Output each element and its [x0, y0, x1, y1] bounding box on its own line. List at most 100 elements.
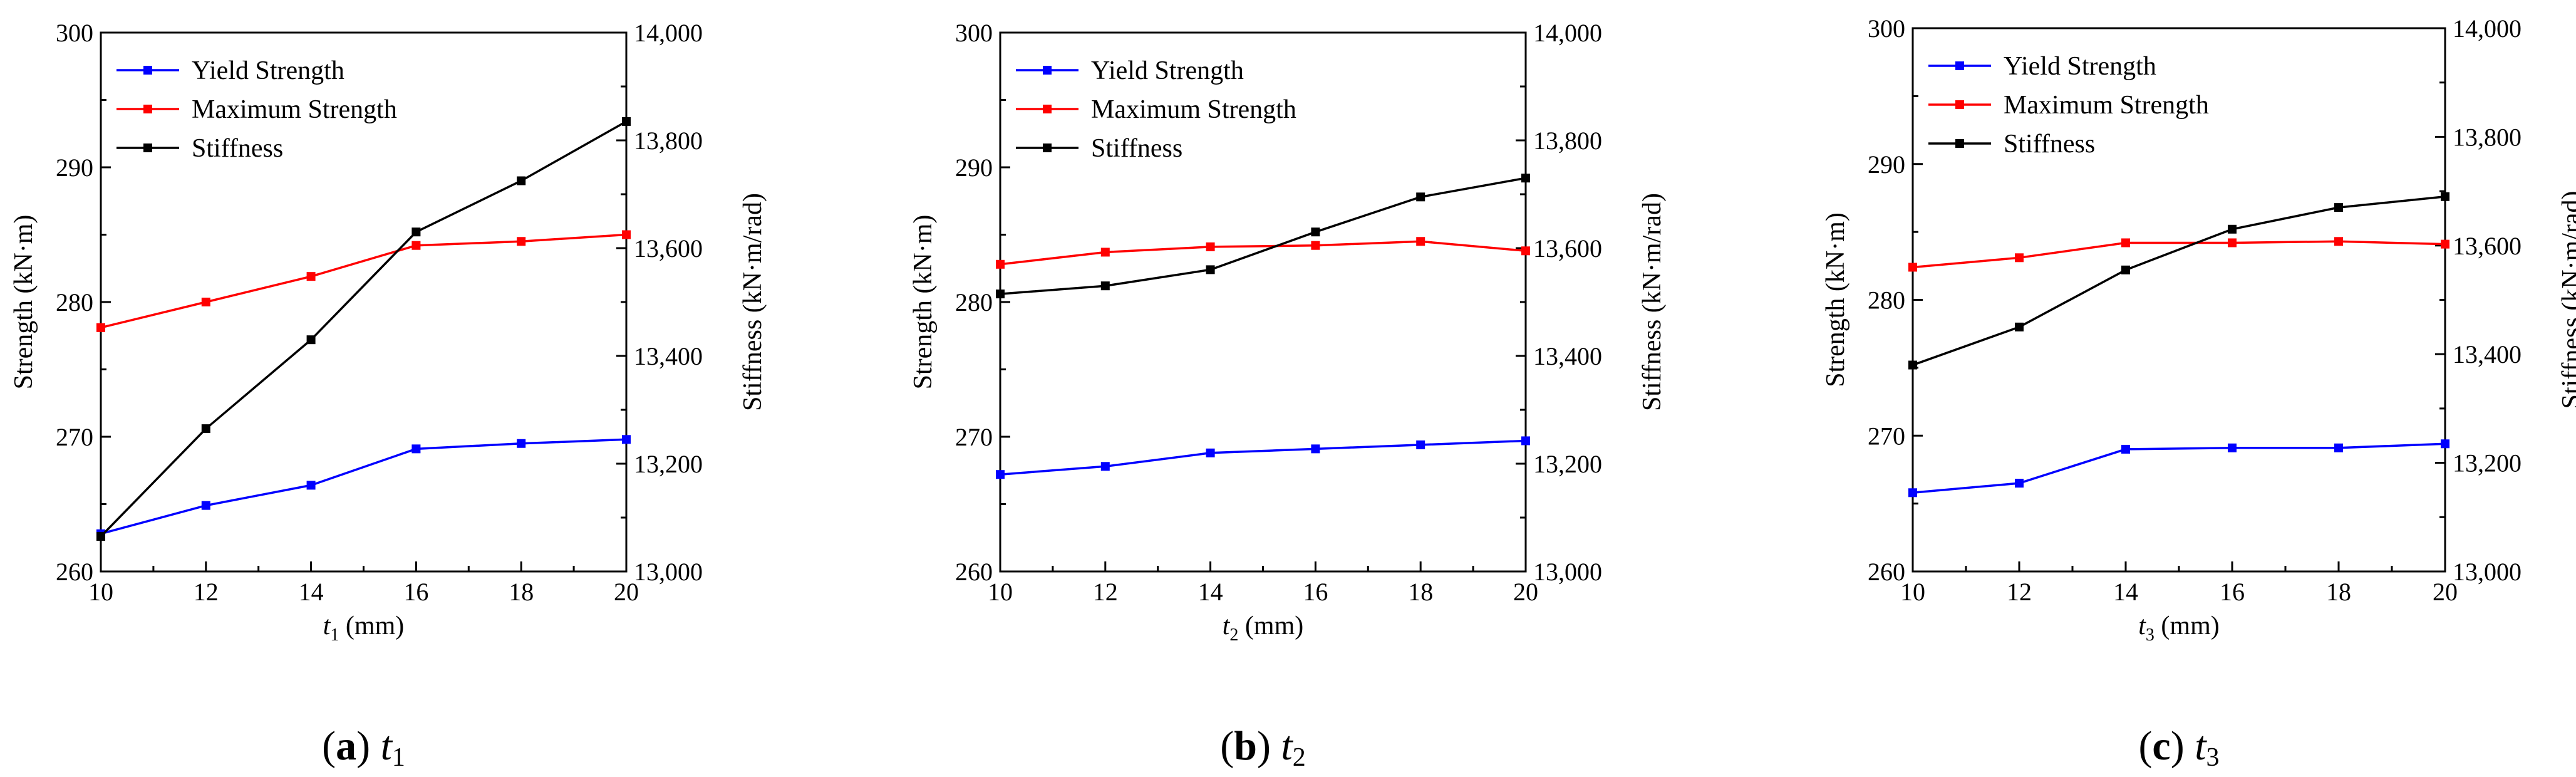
legend-swatch-marker: [143, 143, 152, 152]
data-point: [201, 424, 210, 434]
data-point: [1416, 440, 1425, 449]
legend-label: Maximum Strength: [1091, 95, 1296, 124]
panel-caption: (a) t1: [322, 723, 405, 772]
legend-label: Yield Strength: [2004, 52, 2156, 81]
series-line-2: [1912, 240, 2446, 269]
y-right-tick-label: 13,600: [1533, 234, 1602, 263]
data-point: [996, 470, 1005, 479]
data-point: [2334, 443, 2343, 452]
x-axis-var: t: [323, 612, 331, 640]
x-axis-var: t: [1223, 612, 1231, 640]
data-point: [306, 335, 316, 345]
legend-swatch-marker: [1043, 143, 1052, 152]
legend-label: Stiffness: [2004, 130, 2095, 159]
data-point: [622, 117, 631, 126]
series-line-3: [100, 120, 627, 538]
data-point: [306, 481, 316, 490]
data-point: [517, 439, 526, 448]
data-point: [2015, 479, 2024, 488]
y-left-axis-title: Strength (kN·m): [1821, 212, 1850, 387]
x-tick-label: 10: [1900, 578, 1925, 606]
x-axis-sub: 1: [330, 625, 339, 645]
legend-swatch-marker: [1955, 100, 1964, 109]
data-point: [411, 241, 421, 250]
y-left-tick-label: 300: [955, 19, 993, 47]
legend-swatch-marker: [143, 66, 152, 75]
data-point: [2441, 192, 2449, 201]
x-tick-label: 10: [988, 578, 1013, 606]
data-point: [2334, 203, 2343, 212]
y-left-tick-label: 280: [56, 288, 93, 316]
data-point: [1311, 241, 1320, 250]
y-right-tick-label: 13,000: [634, 558, 703, 586]
caption-var: t: [2195, 723, 2207, 769]
x-axis-title: t2 (mm): [1223, 612, 1303, 645]
x-axis-unit: (mm): [2154, 612, 2220, 640]
y-right-tick-label: 13,000: [2453, 558, 2522, 586]
caption-var: t: [381, 723, 393, 769]
y-right-tick-label: 13,800: [1533, 127, 1602, 155]
data-point: [996, 289, 1005, 299]
y-right-tick-label: 14,000: [634, 19, 703, 47]
data-point: [96, 323, 105, 332]
x-tick-label: 12: [1093, 578, 1118, 606]
y-right-tick-label: 13,400: [2453, 340, 2522, 368]
caption-var: t: [1281, 723, 1293, 769]
series-line-3: [1912, 196, 2446, 367]
caption-label: c: [2152, 723, 2170, 769]
data-point: [411, 227, 421, 237]
data-point: [2228, 238, 2237, 248]
data-point: [411, 444, 421, 454]
data-point: [1908, 360, 1917, 370]
x-axis-sub: 3: [2146, 625, 2154, 645]
data-point: [622, 435, 631, 444]
y-right-tick-label: 13,200: [634, 450, 703, 478]
data-point: [1908, 263, 1917, 272]
data-point: [2228, 224, 2237, 234]
data-point: [1206, 265, 1215, 274]
data-point: [2228, 443, 2237, 452]
data-point: [2441, 439, 2449, 449]
y-right-axis-title: Stiffness (kN·m/rad): [738, 193, 767, 411]
x-tick-label: 18: [509, 578, 534, 606]
y-left-tick-label: 270: [1868, 422, 1905, 450]
y-left-tick-label: 300: [1868, 14, 1905, 43]
data-point: [1206, 242, 1215, 251]
data-point: [1206, 448, 1215, 457]
y-left-tick-label: 260: [955, 558, 993, 586]
data-point: [2015, 322, 2024, 331]
y-right-tick-label: 13,600: [2453, 232, 2522, 260]
data-point: [1416, 237, 1425, 246]
legend-label: Yield Strength: [1091, 56, 1244, 85]
x-tick-label: 16: [2220, 578, 2245, 606]
y-left-tick-label: 290: [1868, 150, 1905, 179]
y-right-tick-label: 13,200: [2453, 449, 2522, 477]
y-right-tick-label: 13,000: [1533, 558, 1602, 586]
data-point: [1100, 281, 1110, 291]
data-point: [1521, 174, 1530, 183]
legend-swatch-marker: [1043, 105, 1052, 113]
caption-label: b: [1234, 723, 1257, 769]
y-left-tick-label: 260: [1868, 558, 1905, 586]
y-left-axis-title: Strength (kN·m): [9, 215, 38, 390]
x-tick-label: 10: [88, 578, 113, 606]
y-right-tick-label: 14,000: [2453, 14, 2522, 43]
chart-panel-3: 10 12 14 16 18 20 260 270 280 290 300 13,000 13,200 1…: [1821, 14, 2576, 772]
x-axis-title: t3 (mm): [2138, 612, 2219, 645]
x-tick-label: 20: [614, 578, 639, 606]
data-point: [306, 272, 316, 281]
x-axis-sub: 2: [1229, 625, 1238, 645]
y-right-tick-label: 13,800: [2453, 123, 2522, 151]
legend-label: Yield Strength: [192, 56, 344, 85]
data-point: [1521, 246, 1530, 256]
x-tick-label: 20: [2433, 578, 2458, 606]
x-tick-label: 18: [2326, 578, 2351, 606]
data-point: [622, 230, 631, 239]
y-right-tick-label: 13,800: [634, 127, 703, 155]
y-right-tick-label: 13,200: [1533, 450, 1602, 478]
y-right-tick-label: 13,400: [634, 342, 703, 370]
series-line-3: [1000, 177, 1526, 295]
legend-label: Stiffness: [1091, 134, 1182, 163]
x-tick-label: 20: [1513, 578, 1538, 606]
data-point: [1311, 444, 1320, 454]
